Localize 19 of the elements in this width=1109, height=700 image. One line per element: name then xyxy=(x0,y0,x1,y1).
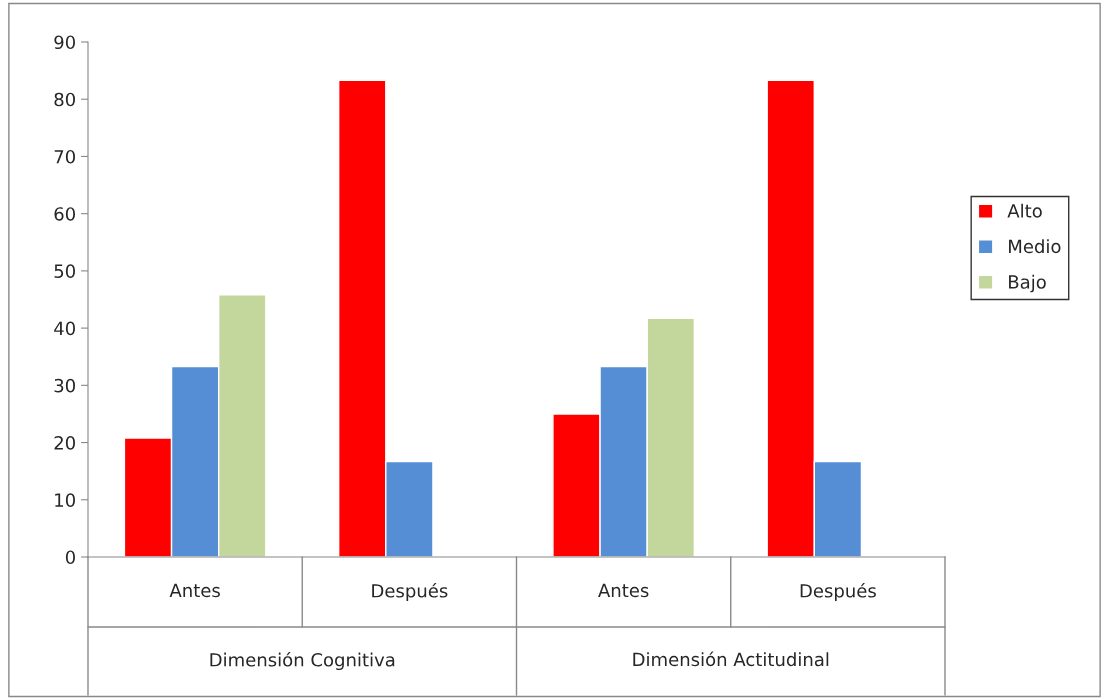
y-tick-label: 20 xyxy=(54,436,75,450)
y-tick-label: 0 xyxy=(65,550,75,565)
y-tick-label: 10 xyxy=(55,493,75,507)
y-tick-label: 80 xyxy=(54,92,75,107)
text: Dimensión Cognitiva xyxy=(210,651,395,671)
y-tick-label: 60 xyxy=(54,207,75,221)
legend-label: Medio xyxy=(1009,239,1061,254)
y-tick-label: 90 xyxy=(54,35,75,50)
text: Dimensión Actitudinal xyxy=(633,651,829,667)
y-tick-label: 30 xyxy=(54,378,75,393)
x-tick-label: Después xyxy=(372,582,448,602)
legend-label: Bajo xyxy=(1009,274,1046,293)
y-tick-label: 40 xyxy=(54,321,75,336)
legend-label: Alto xyxy=(1007,203,1042,218)
x-tick-label: Antes xyxy=(169,583,220,598)
x-tick-label: Después xyxy=(800,582,876,602)
y-tick-label: 50 xyxy=(54,264,75,279)
x-tick-label: Antes xyxy=(598,583,649,598)
y-tick-label: 70 xyxy=(54,149,75,164)
